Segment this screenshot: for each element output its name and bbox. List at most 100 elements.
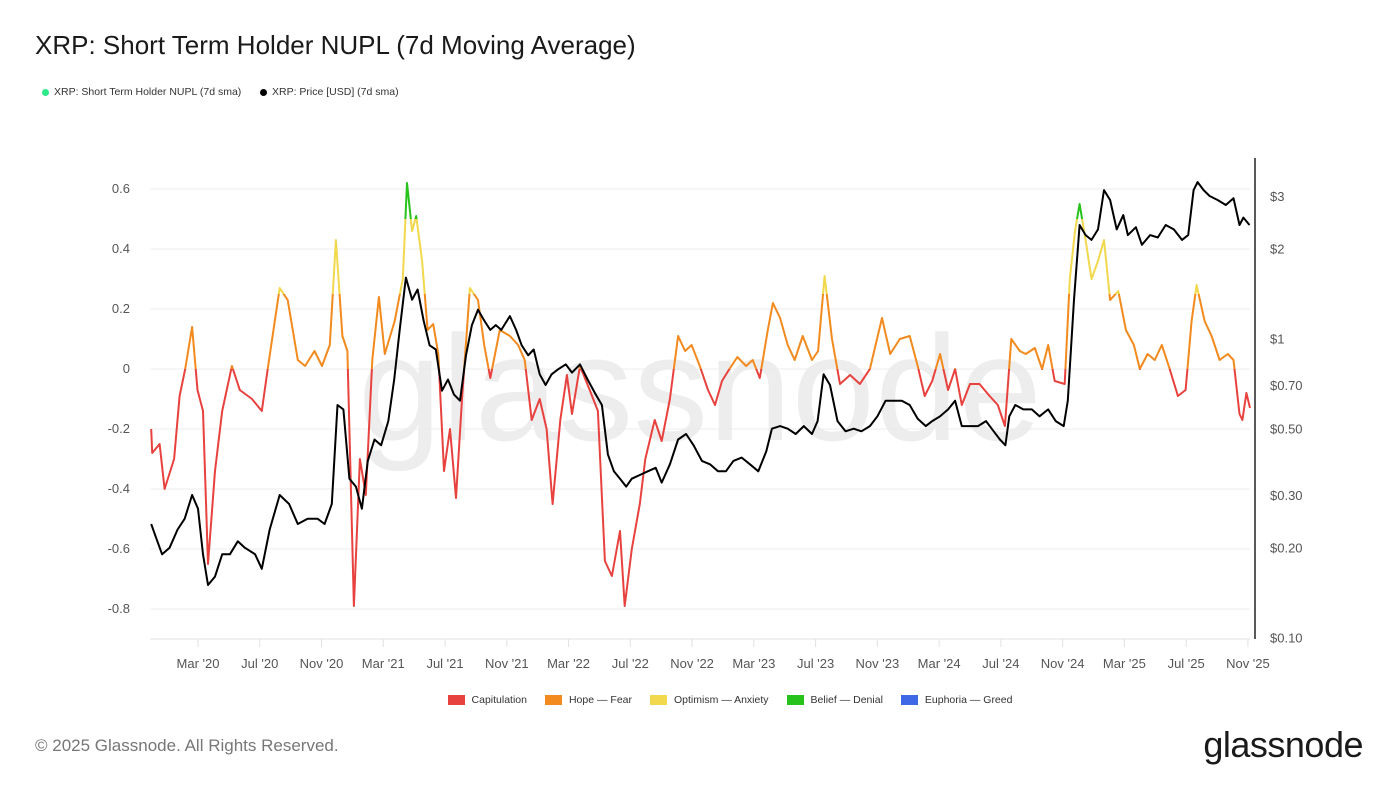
nupl-series bbox=[150, 182, 1251, 607]
price-point bbox=[579, 364, 581, 366]
price-point bbox=[1127, 234, 1129, 236]
nupl-point bbox=[759, 377, 761, 379]
price-point bbox=[909, 404, 911, 406]
price-point bbox=[1116, 229, 1118, 231]
price-point bbox=[374, 439, 376, 441]
nupl-point bbox=[997, 404, 999, 406]
nupl-point bbox=[979, 383, 981, 385]
price-point bbox=[177, 529, 179, 531]
price-point bbox=[244, 547, 246, 549]
nupl-point bbox=[817, 350, 819, 352]
x-tick-label: Nov '22 bbox=[670, 656, 714, 671]
price-point bbox=[533, 349, 535, 351]
nupl-point bbox=[707, 389, 709, 391]
price-point bbox=[331, 503, 333, 505]
nupl-point bbox=[566, 374, 568, 376]
nupl-point bbox=[1041, 368, 1043, 370]
price-point bbox=[869, 425, 871, 427]
zone-legend-item[interactable]: Capitulation bbox=[447, 694, 527, 706]
nupl-point bbox=[1239, 413, 1241, 415]
nupl-point bbox=[597, 410, 599, 412]
price-point bbox=[1067, 400, 1069, 402]
nupl-point bbox=[359, 458, 361, 460]
nupl-point bbox=[939, 353, 941, 355]
y-right-tick-label: $0.50 bbox=[1270, 422, 1303, 437]
nupl-point bbox=[1211, 335, 1213, 337]
nupl-point bbox=[839, 383, 841, 385]
price-point bbox=[483, 320, 485, 322]
nupl-point bbox=[924, 395, 926, 397]
price-point bbox=[307, 518, 309, 520]
nupl-point bbox=[1069, 278, 1071, 280]
zone-legend-item[interactable]: Optimism — Anxiety bbox=[650, 694, 769, 706]
nupl-point bbox=[794, 359, 796, 361]
zone-legend-item[interactable]: Euphoria — Greed bbox=[900, 694, 1012, 706]
y-right-tick-label: $1 bbox=[1270, 332, 1284, 347]
zone-legend-item[interactable]: Hope — Fear bbox=[544, 694, 632, 706]
price-point bbox=[1141, 244, 1143, 246]
price-point bbox=[1243, 217, 1245, 219]
price-point bbox=[367, 460, 369, 462]
nupl-point bbox=[335, 239, 337, 241]
price-point bbox=[803, 425, 805, 427]
nupl-point bbox=[438, 353, 440, 355]
nupl-point bbox=[1047, 344, 1049, 346]
price-point bbox=[901, 400, 903, 402]
y-tick-label: 0.4 bbox=[112, 241, 130, 256]
y-right-tick-label: $0.20 bbox=[1270, 541, 1303, 556]
price-point bbox=[893, 400, 895, 402]
price-point bbox=[1009, 415, 1011, 417]
nupl-point bbox=[767, 329, 769, 331]
price-point bbox=[1249, 224, 1251, 226]
price-point bbox=[1187, 234, 1189, 236]
nupl-point bbox=[721, 380, 723, 382]
x-tick-label: Nov '20 bbox=[300, 656, 344, 671]
nupl-point bbox=[954, 368, 956, 370]
price-point bbox=[269, 529, 271, 531]
swatch-icon bbox=[650, 695, 667, 705]
zone-legend-item[interactable]: Belief — Denial bbox=[786, 694, 883, 706]
price-point bbox=[1203, 189, 1205, 191]
nupl-point bbox=[150, 428, 152, 430]
nupl-point bbox=[639, 503, 641, 505]
price-point bbox=[1233, 197, 1235, 199]
x-tick-label: Nov '23 bbox=[856, 656, 900, 671]
price-point bbox=[527, 354, 529, 356]
price-point bbox=[607, 454, 609, 456]
x-tick-label: Mar '25 bbox=[1103, 656, 1146, 671]
nupl-point bbox=[151, 452, 153, 454]
price-point bbox=[361, 508, 363, 510]
nupl-point bbox=[1011, 338, 1013, 340]
nupl-point bbox=[1191, 320, 1193, 322]
nupl-point bbox=[737, 356, 739, 358]
nupl-point bbox=[644, 458, 646, 460]
nupl-point bbox=[524, 359, 526, 361]
legend-item-nupl[interactable]: XRP: Short Term Holder NUPL (7d sma) bbox=[42, 86, 241, 98]
price-point bbox=[595, 394, 597, 396]
nupl-point bbox=[1133, 344, 1135, 346]
nupl-point bbox=[1085, 239, 1087, 241]
price-point bbox=[795, 433, 797, 435]
price-point bbox=[639, 474, 641, 476]
nupl-point bbox=[669, 398, 671, 400]
nupl-point bbox=[729, 368, 731, 370]
nupl-point bbox=[449, 428, 451, 430]
nupl-line-optimism-anxiety bbox=[277, 219, 1200, 294]
nupl-point bbox=[869, 368, 871, 370]
price-point bbox=[817, 420, 819, 422]
price-point bbox=[717, 471, 719, 473]
price-point bbox=[161, 554, 163, 556]
price-point bbox=[515, 329, 517, 331]
nupl-point bbox=[552, 503, 554, 505]
price-point bbox=[1109, 199, 1111, 201]
nupl-point bbox=[239, 389, 241, 391]
price-point bbox=[417, 289, 419, 291]
legend-item-price[interactable]: XRP: Price [USD] (7d sma) bbox=[260, 86, 399, 98]
nupl-point bbox=[931, 380, 933, 382]
price-point bbox=[202, 554, 204, 556]
nupl-point bbox=[279, 287, 281, 289]
nupl-point bbox=[1246, 392, 1248, 394]
nupl-point bbox=[353, 605, 355, 607]
price-point bbox=[613, 471, 615, 473]
y-right-tick-label: $2 bbox=[1270, 242, 1284, 257]
